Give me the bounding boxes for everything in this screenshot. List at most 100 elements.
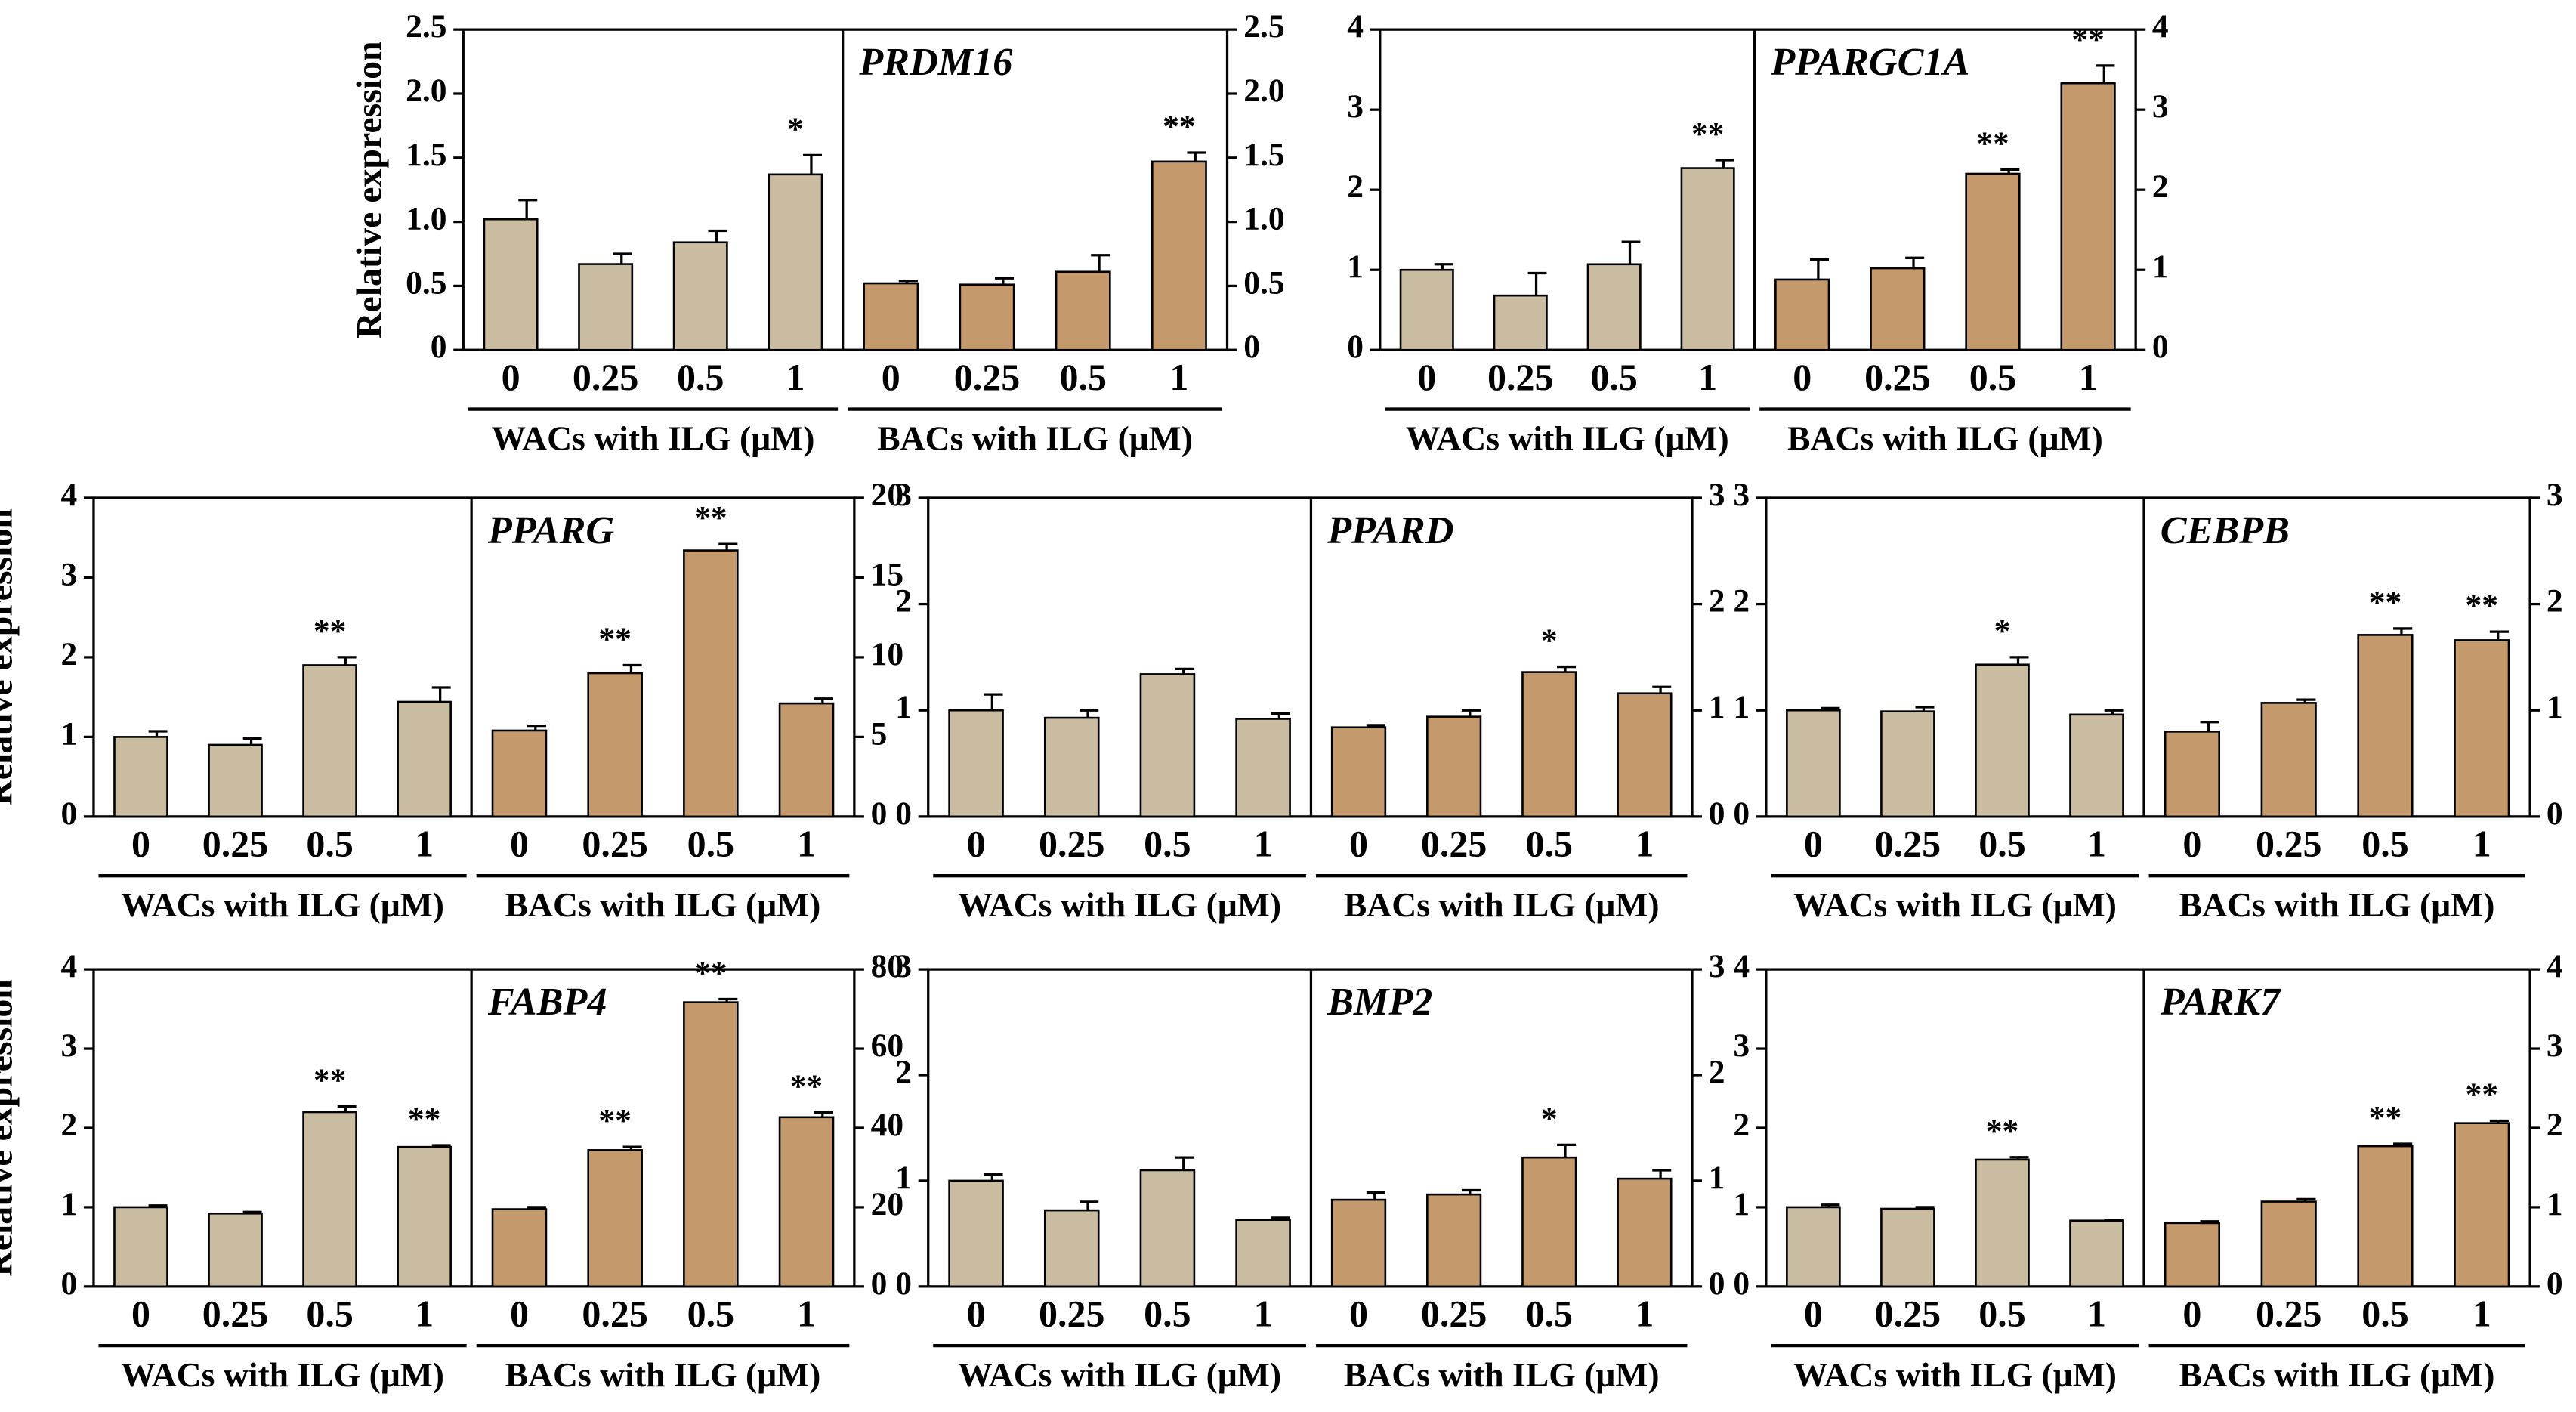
bar xyxy=(1880,710,1935,818)
x-tick-label: 0.25 xyxy=(202,823,269,865)
x-tick-label: 0 xyxy=(2182,1293,2201,1335)
x-tick-label: 0.5 xyxy=(1590,356,1638,398)
x-tick-label: 0 xyxy=(2182,823,2201,865)
x-tick-label: 0.25 xyxy=(1039,823,1105,865)
group-label: BACs with ILG (μM) xyxy=(505,885,821,924)
bar xyxy=(1617,1177,1673,1288)
bar xyxy=(1870,267,1926,351)
y-tick-label: 1 xyxy=(60,715,77,752)
x-tick-label: 1 xyxy=(2079,356,2098,398)
y2-tick-label: 4 xyxy=(2547,948,2563,984)
x-tick-label: 1 xyxy=(1169,356,1188,398)
y-tick-label: 3 xyxy=(1733,477,1750,513)
bar xyxy=(2164,1222,2221,1288)
y-tick-label: 1.0 xyxy=(406,201,446,237)
y2-tick-label: 2.0 xyxy=(1243,73,1284,109)
x-tick-label: 1 xyxy=(2087,823,2106,865)
bar xyxy=(1139,673,1196,818)
y2-tick-label: 2 xyxy=(1709,1054,1725,1090)
bar xyxy=(1680,167,1735,351)
bar xyxy=(1043,1209,1100,1288)
y2-tick-label: 1 xyxy=(1709,689,1725,725)
y-tick-label: 1 xyxy=(895,1160,912,1196)
x-tick-label: 1 xyxy=(786,356,805,398)
y-tick-label: 4 xyxy=(60,477,77,513)
x-tick-label: 1 xyxy=(2473,1293,2491,1335)
x-tick-label: 1 xyxy=(1254,823,1273,865)
y-tick-label: 0 xyxy=(1733,796,1750,832)
x-tick-label: 0 xyxy=(967,823,986,865)
bar xyxy=(113,736,168,818)
bar xyxy=(208,1212,263,1288)
bar xyxy=(1139,1169,1196,1288)
group-label: WACs with ILG (μM) xyxy=(121,885,444,924)
significance: * xyxy=(787,111,804,147)
x-tick-label: 0.5 xyxy=(1059,356,1107,398)
bar xyxy=(2260,702,2317,818)
x-tick-label: 1 xyxy=(1698,356,1717,398)
y-tick-label: 3 xyxy=(895,948,912,984)
y-tick-label: 1 xyxy=(1733,689,1750,725)
x-tick-label: 0 xyxy=(882,356,900,398)
y2-tick-label: 3 xyxy=(2547,477,2563,513)
panel-title: BMP2 xyxy=(1327,980,1432,1024)
y-tick-label: 2 xyxy=(1347,168,1364,205)
y2-tick-label: 0 xyxy=(871,796,888,832)
x-tick-label: 0.25 xyxy=(573,356,638,398)
x-tick-label: 0.5 xyxy=(1526,823,1574,865)
bar xyxy=(113,1206,168,1288)
significance: ** xyxy=(2071,21,2104,57)
y2-tick-label: 15 xyxy=(871,556,903,592)
x-tick-label: 1 xyxy=(2087,1293,2106,1335)
bar xyxy=(1151,160,1207,351)
y2-tick-label: 5 xyxy=(871,715,888,752)
bar xyxy=(778,1116,835,1288)
x-tick-label: 0.5 xyxy=(2361,823,2409,865)
y2-tick-label: 2 xyxy=(2547,583,2563,619)
x-tick-label: 1 xyxy=(2473,823,2491,865)
bar xyxy=(1235,1219,1291,1288)
plot-frame xyxy=(92,496,856,818)
x-tick-label: 0.25 xyxy=(1487,356,1553,398)
bar xyxy=(1617,692,1673,818)
y2-tick-label: 3 xyxy=(2152,88,2169,125)
y-tick-label: 2 xyxy=(1733,1107,1750,1143)
y2-tick-label: 4 xyxy=(2152,8,2169,45)
y2-tick-label: 3 xyxy=(2547,1027,2563,1064)
y-tick-label: 0 xyxy=(895,796,912,832)
bar xyxy=(2164,731,2221,818)
bar xyxy=(1330,1198,1387,1288)
x-tick-label: 0.5 xyxy=(1969,356,2017,398)
significance: * xyxy=(1541,1101,1558,1137)
bar xyxy=(491,729,548,818)
y-tick-label: 3 xyxy=(60,556,77,592)
bar xyxy=(2260,1200,2317,1288)
significance: ** xyxy=(1976,125,2009,162)
significance: * xyxy=(1541,623,1558,659)
x-tick-label: 0.5 xyxy=(1978,823,2026,865)
x-tick-label: 1 xyxy=(415,1293,434,1335)
x-tick-label: 0.25 xyxy=(1875,823,1941,865)
bar xyxy=(1426,1193,1482,1288)
y2-tick-label: 80 xyxy=(871,948,903,984)
y-tick-label: 3 xyxy=(60,1027,77,1064)
significance: ** xyxy=(790,1068,823,1105)
x-tick-label: 0 xyxy=(967,1293,986,1335)
y-tick-label: 3 xyxy=(1733,1027,1750,1064)
y-tick-label: 4 xyxy=(1347,8,1364,45)
y-tick-label: 4 xyxy=(1733,948,1750,984)
x-tick-label: 0 xyxy=(1417,356,1436,398)
group-label: WACs with ILG (μM) xyxy=(958,1355,1281,1394)
bar xyxy=(683,549,739,818)
x-tick-label: 0.25 xyxy=(1421,1293,1487,1335)
y-axis-label: Relative expression xyxy=(0,979,20,1277)
significance: ** xyxy=(314,613,346,649)
x-tick-label: 0.5 xyxy=(687,1293,735,1335)
x-tick-label: 0.5 xyxy=(306,823,354,865)
y2-tick-label: 2 xyxy=(1709,583,1725,619)
significance: ** xyxy=(2369,1099,2401,1135)
bar xyxy=(1774,278,1830,351)
plot-frame xyxy=(462,28,1229,351)
bar xyxy=(587,1149,643,1288)
y2-tick-label: 2 xyxy=(2152,168,2169,205)
